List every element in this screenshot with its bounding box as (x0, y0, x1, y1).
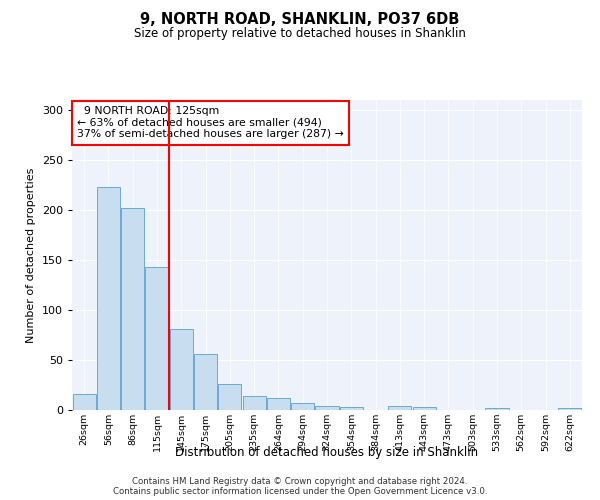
Text: Distribution of detached houses by size in Shanklin: Distribution of detached houses by size … (175, 446, 479, 459)
Bar (388, 406, 412, 410)
Text: Contains HM Land Registry data © Crown copyright and database right 2024.: Contains HM Land Registry data © Crown c… (132, 476, 468, 486)
Bar (485, 408, 509, 410)
Bar (340, 407, 363, 410)
Bar (145, 267, 169, 410)
Bar (291, 403, 314, 410)
Text: 9 NORTH ROAD: 125sqm
← 63% of detached houses are smaller (494)
37% of semi-deta: 9 NORTH ROAD: 125sqm ← 63% of detached h… (77, 106, 344, 140)
Y-axis label: Number of detached properties: Number of detached properties (26, 168, 36, 342)
Bar (121, 208, 144, 410)
Bar (97, 187, 120, 410)
Bar (242, 396, 266, 410)
Text: 9, NORTH ROAD, SHANKLIN, PO37 6DB: 9, NORTH ROAD, SHANKLIN, PO37 6DB (140, 12, 460, 28)
Bar (218, 384, 241, 410)
Bar (559, 408, 581, 410)
Bar (73, 394, 95, 410)
Bar (170, 329, 193, 410)
Text: Contains public sector information licensed under the Open Government Licence v3: Contains public sector information licen… (113, 486, 487, 496)
Bar (194, 354, 217, 410)
Bar (413, 407, 436, 410)
Text: Size of property relative to detached houses in Shanklin: Size of property relative to detached ho… (134, 28, 466, 40)
Bar (267, 398, 290, 410)
Bar (316, 406, 338, 410)
